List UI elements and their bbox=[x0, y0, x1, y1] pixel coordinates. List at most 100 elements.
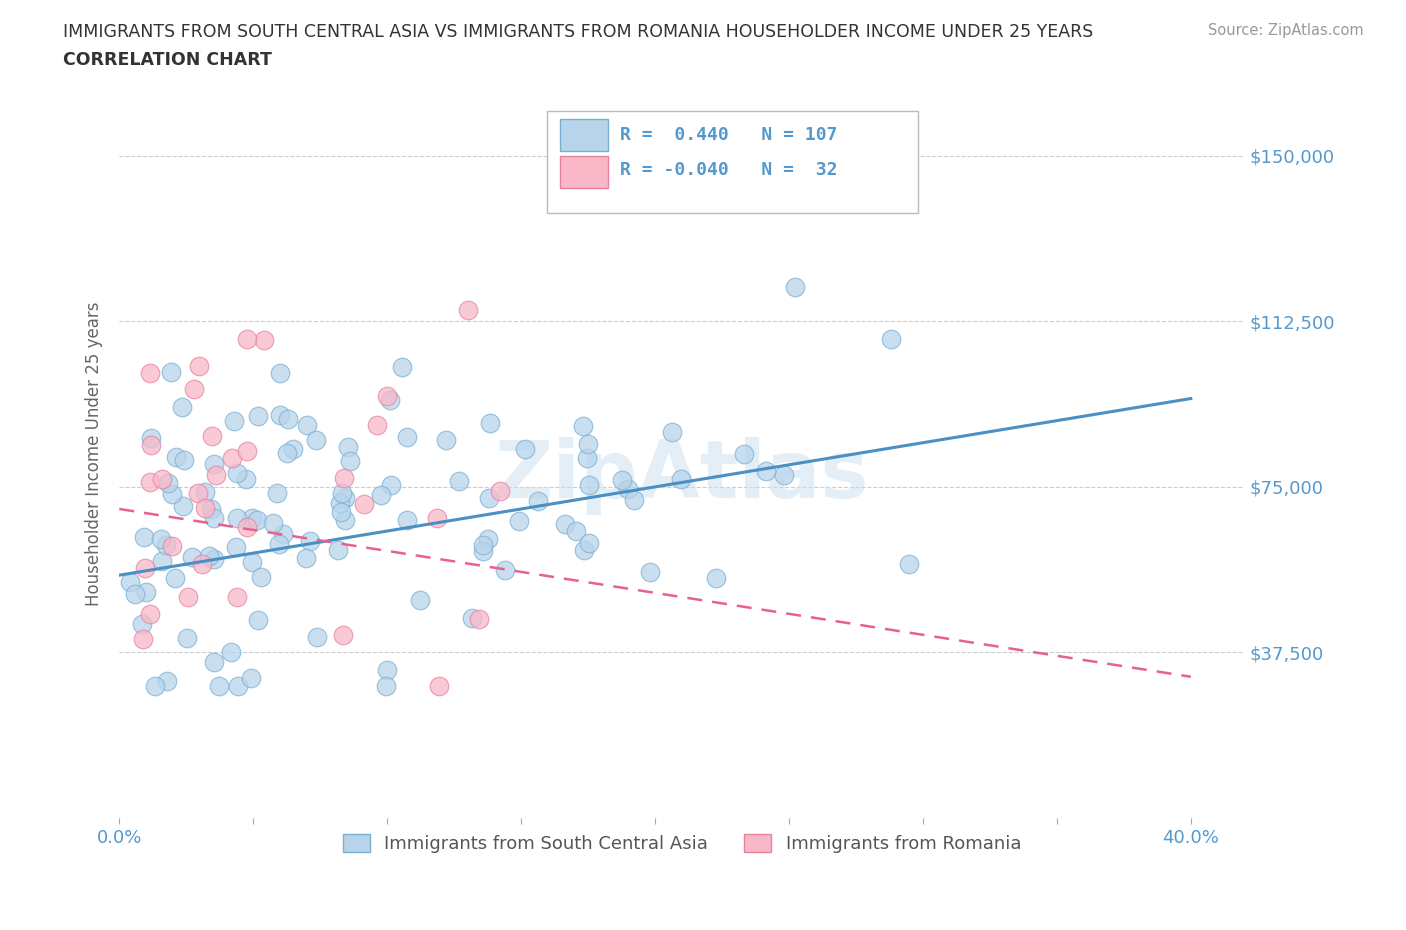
Point bbox=[447, 473, 470, 488]
Point bbox=[488, 484, 510, 498]
Point bbox=[202, 510, 225, 525]
Point bbox=[330, 485, 353, 500]
Point bbox=[139, 431, 162, 445]
Point bbox=[578, 536, 600, 551]
Point bbox=[391, 360, 413, 375]
Point bbox=[225, 590, 247, 604]
Point bbox=[183, 381, 205, 396]
Point bbox=[610, 472, 633, 487]
Point bbox=[339, 453, 361, 468]
Legend: Immigrants from South Central Asia, Immigrants from Romania: Immigrants from South Central Asia, Immi… bbox=[336, 826, 1028, 860]
Point bbox=[191, 556, 214, 571]
Point bbox=[156, 674, 179, 689]
Point bbox=[330, 504, 353, 519]
Point bbox=[785, 280, 807, 295]
Point bbox=[157, 476, 180, 491]
Point bbox=[572, 418, 595, 433]
Point bbox=[307, 630, 329, 644]
Point bbox=[623, 493, 645, 508]
Point bbox=[160, 538, 183, 553]
FancyBboxPatch shape bbox=[561, 155, 607, 188]
Point bbox=[333, 490, 356, 505]
Point bbox=[155, 538, 177, 552]
Point bbox=[277, 412, 299, 427]
Point bbox=[380, 477, 402, 492]
Point bbox=[163, 570, 186, 585]
Point bbox=[181, 550, 204, 565]
Point bbox=[305, 432, 328, 447]
Point bbox=[194, 485, 217, 499]
Point bbox=[139, 438, 162, 453]
Point bbox=[434, 432, 457, 447]
Point bbox=[202, 655, 225, 670]
Point bbox=[236, 444, 259, 458]
Point bbox=[326, 542, 349, 557]
Point bbox=[198, 549, 221, 564]
Point bbox=[640, 565, 662, 579]
Point bbox=[267, 537, 290, 551]
Point bbox=[219, 644, 242, 659]
Point bbox=[409, 592, 432, 607]
Point bbox=[225, 465, 247, 480]
Point bbox=[235, 472, 257, 486]
Point bbox=[139, 474, 162, 489]
Point bbox=[152, 553, 174, 568]
Point bbox=[246, 408, 269, 423]
Point bbox=[508, 514, 530, 529]
Point bbox=[269, 407, 291, 422]
Point bbox=[118, 574, 141, 589]
Point bbox=[262, 516, 284, 531]
Point bbox=[554, 516, 576, 531]
Point bbox=[150, 532, 173, 547]
Point bbox=[472, 538, 495, 553]
Point bbox=[733, 447, 755, 462]
Point bbox=[187, 485, 209, 500]
Point bbox=[461, 611, 484, 626]
Point bbox=[295, 418, 318, 432]
Point bbox=[898, 556, 921, 571]
Point bbox=[426, 511, 449, 525]
Point bbox=[378, 392, 401, 407]
Point bbox=[472, 544, 495, 559]
Point bbox=[240, 511, 263, 525]
Point bbox=[266, 485, 288, 500]
Point bbox=[457, 303, 479, 318]
Point bbox=[253, 333, 276, 348]
Point bbox=[165, 450, 187, 465]
Point bbox=[221, 450, 243, 465]
Point bbox=[427, 678, 450, 693]
Point bbox=[333, 471, 356, 485]
Point bbox=[527, 494, 550, 509]
Point bbox=[494, 563, 516, 578]
Point bbox=[515, 442, 537, 457]
Point bbox=[187, 358, 209, 373]
Point bbox=[755, 463, 778, 478]
Point bbox=[246, 512, 269, 527]
Point bbox=[353, 497, 375, 512]
FancyBboxPatch shape bbox=[561, 119, 607, 152]
Point bbox=[704, 570, 727, 585]
Point bbox=[202, 551, 225, 566]
Point bbox=[131, 617, 153, 631]
Point bbox=[576, 436, 599, 451]
Text: IMMIGRANTS FROM SOUTH CENTRAL ASIA VS IMMIGRANTS FROM ROMANIA HOUSEHOLDER INCOME: IMMIGRANTS FROM SOUTH CENTRAL ASIA VS IM… bbox=[63, 23, 1094, 41]
Point bbox=[396, 430, 419, 445]
Point bbox=[249, 570, 271, 585]
Point bbox=[225, 539, 247, 554]
Point bbox=[200, 501, 222, 516]
Point bbox=[572, 543, 595, 558]
Point bbox=[298, 534, 321, 549]
Point bbox=[276, 445, 298, 460]
Point bbox=[172, 498, 194, 513]
Point bbox=[139, 366, 162, 381]
Point bbox=[162, 486, 184, 501]
Point bbox=[374, 678, 396, 693]
Point bbox=[477, 532, 499, 547]
Text: CORRELATION CHART: CORRELATION CHART bbox=[63, 51, 273, 69]
Point bbox=[160, 365, 183, 380]
Point bbox=[332, 627, 354, 642]
Point bbox=[240, 555, 263, 570]
Point bbox=[222, 413, 245, 428]
Point bbox=[176, 590, 198, 604]
Point bbox=[236, 332, 259, 347]
